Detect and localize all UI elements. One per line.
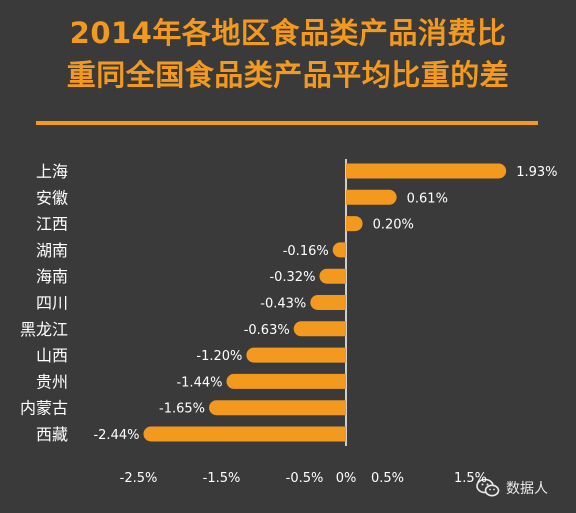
- value-label: -0.63%: [244, 323, 290, 338]
- value-label: 0.20%: [373, 218, 414, 233]
- bar-安徽: [346, 189, 397, 205]
- category-label: 内蒙古: [20, 399, 68, 418]
- x-tick-label: -0.5%: [286, 471, 324, 486]
- bar-西藏: [143, 426, 346, 442]
- bar-贵州: [226, 373, 346, 389]
- title-divider: [36, 121, 538, 125]
- category-label: 贵州: [36, 372, 68, 391]
- value-label: 0.61%: [407, 191, 448, 206]
- bar-上海: [346, 163, 507, 179]
- title-line-2: 重同全国食品类产品平均比重的差: [66, 58, 510, 92]
- x-tick-label: 0%: [336, 471, 357, 486]
- title-line-1: 2014年各地区食品类产品消费比: [69, 16, 507, 50]
- bar-山西: [246, 347, 346, 363]
- watermark-text: 数据人: [506, 481, 548, 497]
- category-label: 西藏: [36, 425, 68, 444]
- x-tick-label: -1.5%: [203, 471, 241, 486]
- value-label: -0.16%: [283, 244, 329, 259]
- bar-黑龙江: [293, 321, 346, 337]
- bar-湖南: [332, 242, 346, 258]
- value-label: -0.32%: [269, 270, 315, 285]
- bar-内蒙古: [209, 400, 346, 416]
- watermark: 数据人: [476, 476, 548, 500]
- category-label: 黑龙江: [20, 320, 68, 339]
- value-label: -2.44%: [93, 428, 139, 443]
- category-label: 上海: [36, 162, 68, 181]
- x-tick-label: 0.5%: [371, 471, 404, 486]
- category-label: 湖南: [36, 241, 68, 260]
- x-tick-label: -2.5%: [120, 471, 158, 486]
- category-label: 四川: [36, 294, 68, 313]
- category-label: 安徽: [36, 188, 68, 207]
- value-label: 1.93%: [516, 165, 557, 180]
- category-label: 山西: [36, 346, 68, 365]
- value-label: -1.20%: [196, 349, 242, 364]
- bar-海南: [319, 268, 346, 284]
- wechat-icon: [476, 478, 500, 497]
- value-label: -1.44%: [176, 375, 222, 390]
- bar-四川: [310, 295, 346, 310]
- chart-title: 2014年各地区食品类产品消费比 重同全国食品类产品平均比重的差: [0, 12, 576, 96]
- category-label: 江西: [36, 215, 68, 234]
- value-label: -1.65%: [159, 402, 205, 417]
- value-label: -0.43%: [260, 297, 306, 312]
- bar-江西: [346, 216, 363, 232]
- category-label: 海南: [36, 267, 68, 286]
